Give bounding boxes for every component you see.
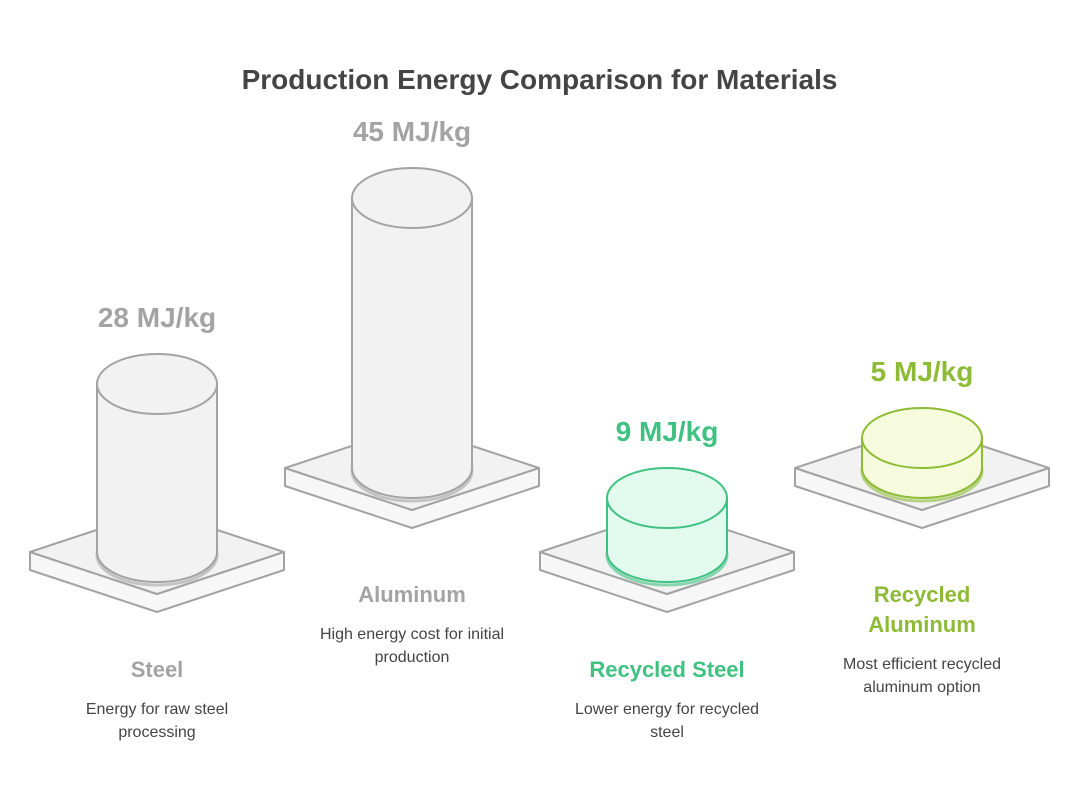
value-label: 28 MJ/kg xyxy=(97,302,217,333)
category-label: Recycled Steel xyxy=(589,657,745,682)
value-label: 9 MJ/kg xyxy=(615,416,719,447)
cylinder xyxy=(96,383,218,583)
description: Energy for raw steel processing xyxy=(85,701,229,741)
category-label: Steel xyxy=(130,657,184,682)
cylinder xyxy=(351,197,473,499)
cylinder-top xyxy=(861,407,983,469)
value-label: 45 MJ/kg xyxy=(352,116,472,147)
cylinder-top xyxy=(606,467,728,529)
category-label: Recycled Aluminum xyxy=(868,582,976,637)
value-label: 5 MJ/kg xyxy=(870,356,974,387)
cylinder-top xyxy=(96,353,218,415)
chart-title: Production Energy Comparison for Materia… xyxy=(241,64,838,95)
description: Most efficient recycled aluminum option xyxy=(843,656,1001,696)
category-label: Aluminum xyxy=(358,582,466,607)
cylinder-top xyxy=(351,167,473,229)
description: High energy cost for initial production xyxy=(319,626,505,666)
description: Lower energy for recycled steel xyxy=(574,701,760,741)
